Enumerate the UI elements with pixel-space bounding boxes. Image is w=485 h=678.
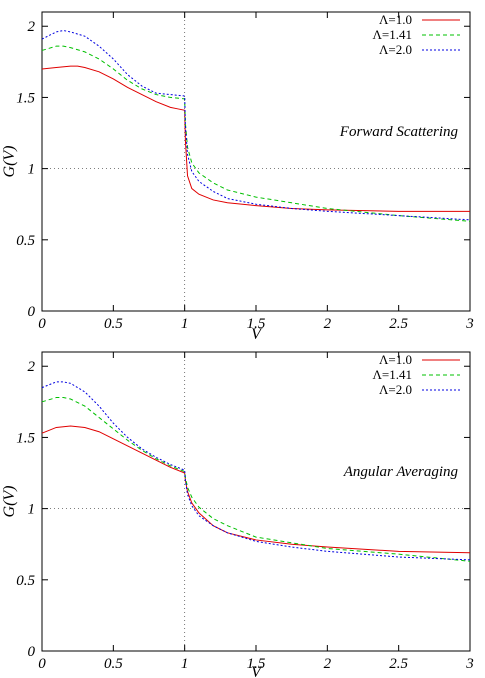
legend-label: Λ=1.0 xyxy=(379,12,412,27)
y-axis-label: G(V) xyxy=(1,486,18,518)
y-tick-label: 0 xyxy=(28,304,36,320)
series-line-1 xyxy=(41,65,470,212)
x-axis-label: V xyxy=(251,326,263,343)
x-axis-label: V xyxy=(251,664,263,678)
panel-annotation: Forward Scattering xyxy=(339,124,459,140)
x-tick-label: 1 xyxy=(181,656,189,672)
y-tick-label: 1.5 xyxy=(16,90,35,106)
y-tick-label: 1 xyxy=(28,162,36,178)
x-tick-label: 0.5 xyxy=(104,316,123,332)
x-tick-label: 1 xyxy=(181,316,189,332)
series-line-2 xyxy=(41,397,471,562)
chart-panel-2: 0 0.5 1 1.5 2 2.5 3 0 0.5 1 1.5 2 V G(V) Angular Avera… xyxy=(1,351,474,678)
y-tick-label: 1 xyxy=(28,502,36,518)
x-tick-label: 2.5 xyxy=(389,316,408,332)
series-line-1 xyxy=(41,425,471,554)
y-tick-label: 2 xyxy=(28,359,36,375)
legend-label: Λ=1.41 xyxy=(372,27,412,42)
y-tick-label: 0.5 xyxy=(16,233,35,249)
x-tick-label: 3 xyxy=(465,656,474,672)
panel-annotation: Angular Averaging xyxy=(343,464,459,480)
chart-panel-1: 0 0.5 1 1.5 2 2.5 3 0 0.5 1 1.5 2 V G(V) Forward Scatt… xyxy=(1,11,474,343)
y-axis-label: G(V) xyxy=(1,146,18,178)
x-tick-label: 0.5 xyxy=(104,656,123,672)
y-tick-label: 0.5 xyxy=(16,573,35,589)
y-tick-label: 0 xyxy=(28,644,36,660)
series-line-3 xyxy=(41,30,471,221)
x-tick-label: 2 xyxy=(324,316,332,332)
legend-label: Λ=2.0 xyxy=(379,42,412,57)
x-tick-label: 0 xyxy=(38,656,46,672)
x-tick-label: 3 xyxy=(465,316,474,332)
x-tick-label: 2 xyxy=(324,656,332,672)
x-tick-label: 1.5 xyxy=(247,316,266,332)
legend-label: Λ=1.41 xyxy=(372,367,412,382)
x-tick-label: 1.5 xyxy=(247,656,266,672)
x-tick-label: 0 xyxy=(38,316,46,332)
series-line-3 xyxy=(41,381,471,561)
legend-label: Λ=1.0 xyxy=(379,352,412,367)
y-tick-label: 2 xyxy=(28,19,36,35)
legend-label: Λ=2.0 xyxy=(379,382,412,397)
y-tick-label: 1.5 xyxy=(16,430,35,446)
x-tick-label: 2.5 xyxy=(389,656,408,672)
